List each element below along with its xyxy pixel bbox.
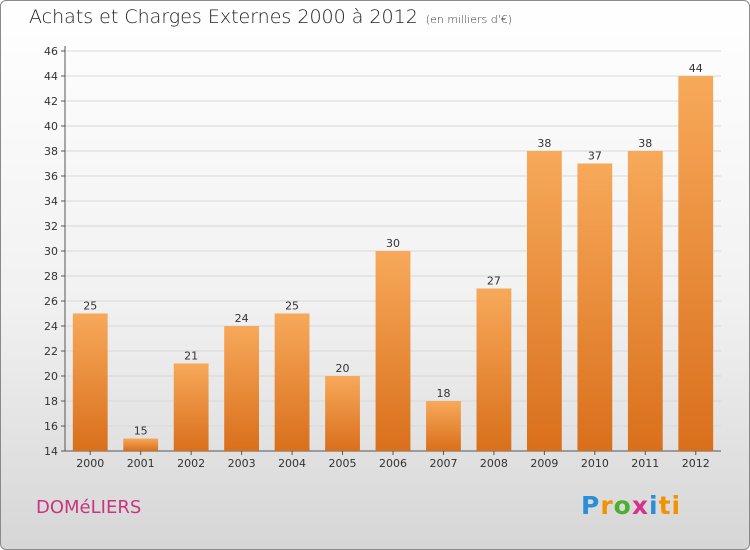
x-tick-label: 2004 — [278, 457, 306, 470]
bars — [72, 76, 714, 451]
bar — [678, 76, 714, 451]
bar-value-label: 25 — [83, 300, 97, 313]
bar — [325, 376, 360, 451]
bar — [577, 163, 613, 451]
bar-value-label: 18 — [436, 387, 450, 400]
y-tick-label: 18 — [44, 395, 58, 408]
y-tick-label: 38 — [44, 145, 58, 158]
x-tick-label: 2011 — [631, 457, 659, 470]
logo-letter: r — [600, 491, 614, 520]
y-tick-label: 20 — [44, 370, 58, 383]
y-tick-label: 24 — [44, 320, 58, 333]
bar-value-label: 20 — [336, 362, 350, 375]
bar-value-label: 15 — [134, 425, 148, 438]
logo-letter: t — [658, 491, 672, 520]
y-tick-label: 30 — [44, 245, 58, 258]
y-tick-label: 46 — [44, 45, 58, 58]
x-tick-label: 2010 — [581, 457, 609, 470]
y-tick-label: 26 — [44, 295, 58, 308]
x-tick-label: 2005 — [329, 457, 357, 470]
y-tick-label: 44 — [44, 70, 58, 83]
bar — [426, 401, 461, 451]
chart-title: Achats et Charges Externes 2000 à 2012 (e… — [29, 6, 512, 28]
bar — [173, 363, 209, 451]
y-tick-label: 32 — [44, 220, 58, 233]
x-tick-label: 2012 — [682, 457, 710, 470]
chart-title-text: Achats et Charges Externes 2000 à 2012 — [29, 6, 418, 28]
bar-value-label: 30 — [386, 237, 400, 250]
bar-value-label: 44 — [689, 62, 703, 75]
bar — [476, 288, 512, 451]
logo-letter: P — [581, 491, 601, 520]
bar-value-label: 38 — [638, 137, 652, 150]
bar — [72, 313, 108, 451]
logo-letter: i — [671, 491, 682, 520]
bar — [123, 438, 159, 451]
x-tick-label: 2007 — [429, 457, 457, 470]
commune-name: DOMéLIERS — [36, 497, 142, 518]
labels: 14 16 18 20 22 24 26 28 30 32 34 36 38 40 42 44 46 25 2000… — [44, 45, 710, 470]
x-tick-label: 2000 — [76, 457, 104, 470]
y-tick-label: 42 — [44, 95, 58, 108]
bar-value-label: 21 — [184, 350, 198, 363]
bar — [526, 151, 562, 451]
x-tick-label: 2008 — [480, 457, 508, 470]
bar-value-label: 38 — [537, 137, 551, 150]
y-tick-label: 22 — [44, 345, 58, 358]
x-tick-label: 2002 — [177, 457, 205, 470]
y-tick-label: 34 — [44, 195, 58, 208]
y-tick-label: 14 — [44, 445, 58, 458]
y-tick-label: 28 — [44, 270, 58, 283]
x-tick-label: 2003 — [228, 457, 256, 470]
logo-letter: x — [631, 491, 649, 520]
logo-letter: i — [649, 491, 659, 520]
y-tick-label: 40 — [44, 120, 58, 133]
bar-value-label: 24 — [235, 312, 249, 325]
bar — [627, 151, 663, 451]
x-tick-label: 2006 — [379, 457, 407, 470]
chart-unit: (en milliers d'€) — [425, 13, 513, 26]
bar — [375, 251, 411, 451]
bar-value-label: 37 — [588, 150, 602, 163]
y-tick-label: 16 — [44, 420, 58, 433]
proxiti-logo: Proxiti — [581, 491, 681, 520]
bar — [274, 313, 310, 451]
bar — [224, 326, 260, 451]
logo-letter: o — [613, 491, 632, 520]
bar-value-label: 25 — [285, 300, 299, 313]
bar-value-label: 27 — [487, 275, 501, 288]
y-tick-label: 36 — [44, 170, 58, 183]
x-tick-label: 2001 — [127, 457, 155, 470]
x-tick-label: 2009 — [530, 457, 558, 470]
